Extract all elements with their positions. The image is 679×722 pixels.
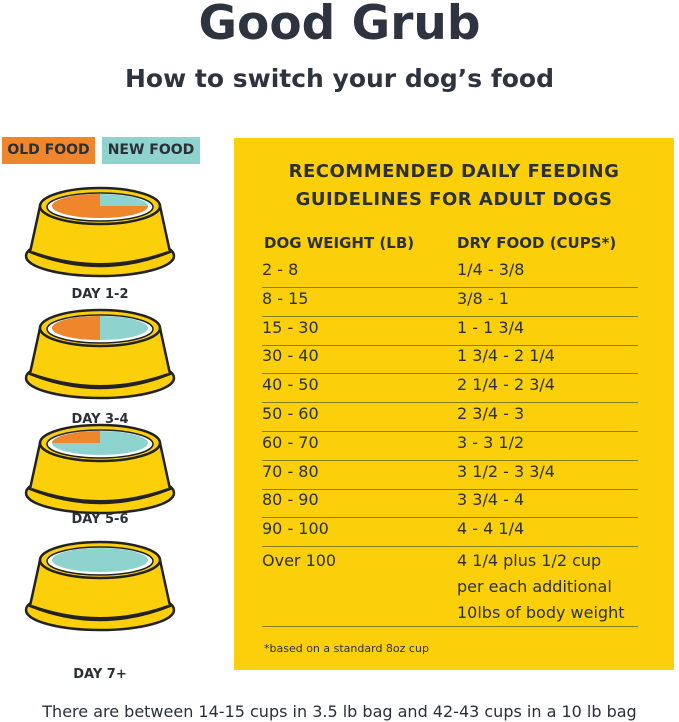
old-food-portion [52, 316, 100, 340]
dog-bowl-icon [24, 540, 176, 632]
dog-bowl-icon [24, 186, 176, 278]
day-label: DAY 7+ [73, 667, 127, 682]
food-cell: 3 1/2 - 3 3/4 [457, 461, 555, 481]
brand-title: Good Grub [198, 0, 481, 51]
weight-cell: 40 - 50 [262, 375, 319, 395]
food-cell: 3 3/4 - 4 [457, 490, 525, 510]
food-cell: 2 1/4 - 2 3/4 [457, 375, 555, 395]
table-row: Over 100 4 1/4 plus 1/2 cup per each addit… [262, 548, 638, 627]
legend-new-food: NEW FOOD [102, 137, 200, 164]
table-row: 90 - 100 4 - 4 1/4 [262, 519, 638, 548]
day-label: DAY 5-6 [71, 512, 129, 527]
weight-cell: 80 - 90 [262, 490, 319, 510]
weight-cell: 30 - 40 [262, 346, 319, 366]
food-cell: 1/4 - 3/8 [457, 260, 525, 279]
weight-cell: 60 - 70 [262, 432, 319, 452]
panel-heading-line2: GUIDELINES FOR ADULT DOGS [295, 189, 613, 210]
food-line: 10lbs of body weight [457, 603, 625, 622]
food-line: 4 1/4 plus 1/2 cup [457, 551, 602, 570]
panel-heading: RECOMMENDED DAILY FEEDING GUIDELINES FOR… [234, 158, 674, 214]
weight-cell: 2 - 8 [262, 260, 299, 279]
food-cell: 2 3/4 - 3 [457, 404, 525, 423]
food-cell: 3 - 3 1/2 [457, 432, 525, 452]
column-header-food: DRY FOOD (CUPS*) [457, 234, 617, 252]
table-row: 50 - 60 2 3/4 - 3 [262, 404, 638, 432]
day-label: DAY 1-2 [71, 287, 129, 302]
weight-cell: 50 - 60 [262, 404, 319, 423]
food-cell: 1 - 1 3/4 [457, 317, 525, 337]
food-cell: 1 3/4 - 2 1/4 [457, 346, 555, 366]
feeding-guidelines-panel: RECOMMENDED DAILY FEEDING GUIDELINES FOR… [234, 138, 674, 670]
food-cell: 3/8 - 1 [457, 288, 509, 308]
column-header-weight: DOG WEIGHT (LB) [264, 234, 415, 252]
weight-cell: 70 - 80 [262, 461, 319, 481]
table-row: 2 - 8 1/4 - 3/8 [262, 260, 638, 288]
weight-cell: 90 - 100 [262, 519, 329, 539]
table-row: 70 - 80 3 1/2 - 3 3/4 [262, 462, 638, 490]
panel-heading-line1: RECOMMENDED DAILY FEEDING [288, 161, 620, 182]
footnote: *based on a standard 8oz cup [264, 642, 429, 655]
old-food-portion [52, 431, 100, 443]
weight-cell: 8 - 15 [262, 288, 309, 308]
dog-bowl-icon [24, 423, 176, 515]
table-row: 40 - 50 2 1/4 - 2 3/4 [262, 375, 638, 404]
subtitle: How to switch your dog’s food [124, 64, 555, 93]
day-label: DAY 3-4 [71, 412, 129, 427]
table-row: 15 - 30 1 - 1 3/4 [262, 318, 638, 346]
dog-bowl-icon [24, 308, 176, 400]
bag-info: There are between 14-15 cups in 3.5 lb b… [42, 702, 637, 721]
weight-cell: Over 100 [262, 551, 337, 570]
food-cell: 4 1/4 plus 1/2 cup per each additional 10l… [457, 548, 625, 626]
food-cell: 4 - 4 1/4 [457, 519, 525, 539]
table-row: 30 - 40 1 3/4 - 2 1/4 [262, 346, 638, 375]
table-row: 80 - 90 3 3/4 - 4 [262, 490, 638, 519]
table-row: 8 - 15 3/8 - 1 [262, 289, 638, 317]
old-food-portion [52, 194, 148, 218]
table-row: 60 - 70 3 - 3 1/2 [262, 433, 638, 461]
weight-cell: 15 - 30 [262, 317, 319, 337]
legend-old-food: OLD FOOD [2, 137, 95, 164]
food-line: per each additional [457, 577, 612, 596]
